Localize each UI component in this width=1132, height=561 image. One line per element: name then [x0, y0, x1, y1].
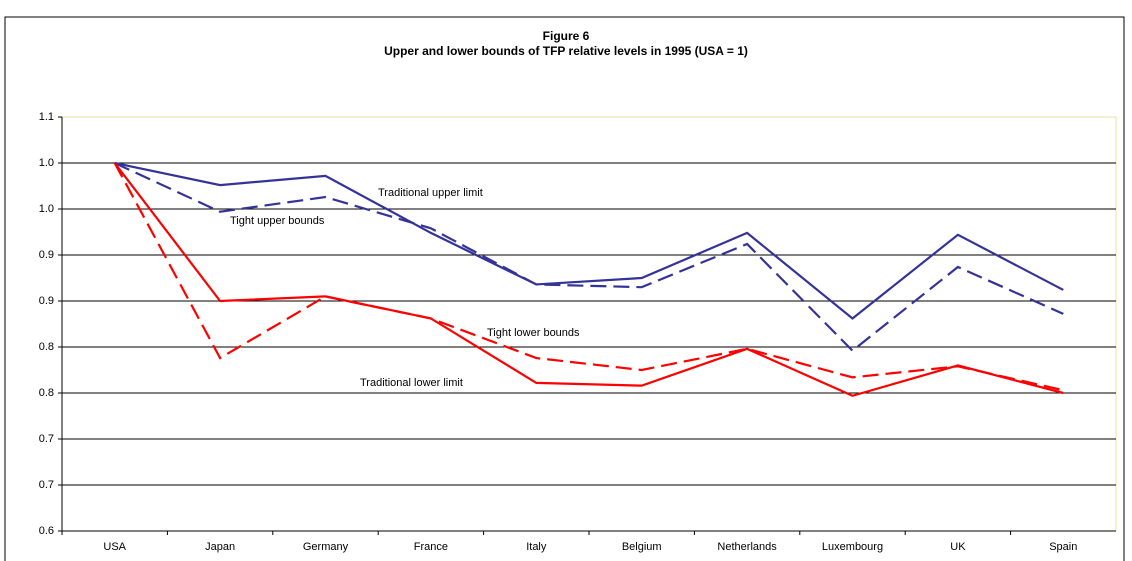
series-line: [113, 162, 1064, 392]
series-label: Traditional upper limit: [378, 187, 483, 199]
x-tick-label: USA: [103, 541, 126, 553]
series-label: Tight upper bounds: [230, 215, 325, 227]
y-tick-label: 1.0: [39, 203, 54, 215]
y-tick-label: 0.7: [39, 479, 54, 491]
chart-frame: [4, 16, 1125, 561]
chart-title: Figure 6: [543, 29, 590, 43]
y-tick-label: 1.1: [39, 111, 54, 123]
x-tick-label: Spain: [1049, 541, 1077, 553]
y-tick-label: 0.6: [39, 525, 54, 537]
x-tick-label: Netherlands: [717, 541, 777, 553]
x-tick-label: Luxembourg: [822, 541, 883, 553]
x-tick-label: Japan: [205, 541, 235, 553]
y-tick-label: 1.0: [39, 157, 54, 169]
series-line: [113, 162, 1064, 397]
y-tick-label: 0.8: [39, 341, 54, 353]
series-line: [114, 161, 1064, 320]
y-tick-label: 0.9: [39, 249, 54, 261]
y-tick-label: 0.7: [39, 433, 54, 445]
series-line: [114, 162, 1064, 353]
x-tick-label: France: [414, 541, 448, 553]
x-tick-label: UK: [950, 541, 966, 553]
y-tick-label: 0.9: [39, 295, 54, 307]
chart-subtitle: Upper and lower bounds of TFP relative l…: [384, 44, 748, 58]
x-tick-label: Belgium: [622, 541, 662, 553]
x-tick-label: Italy: [526, 541, 547, 553]
y-tick-label: 0.8: [39, 387, 54, 399]
series-label: Traditional lower limit: [360, 377, 463, 389]
series-label: Tight lower bounds: [487, 327, 580, 339]
x-tick-label: Germany: [303, 541, 349, 553]
